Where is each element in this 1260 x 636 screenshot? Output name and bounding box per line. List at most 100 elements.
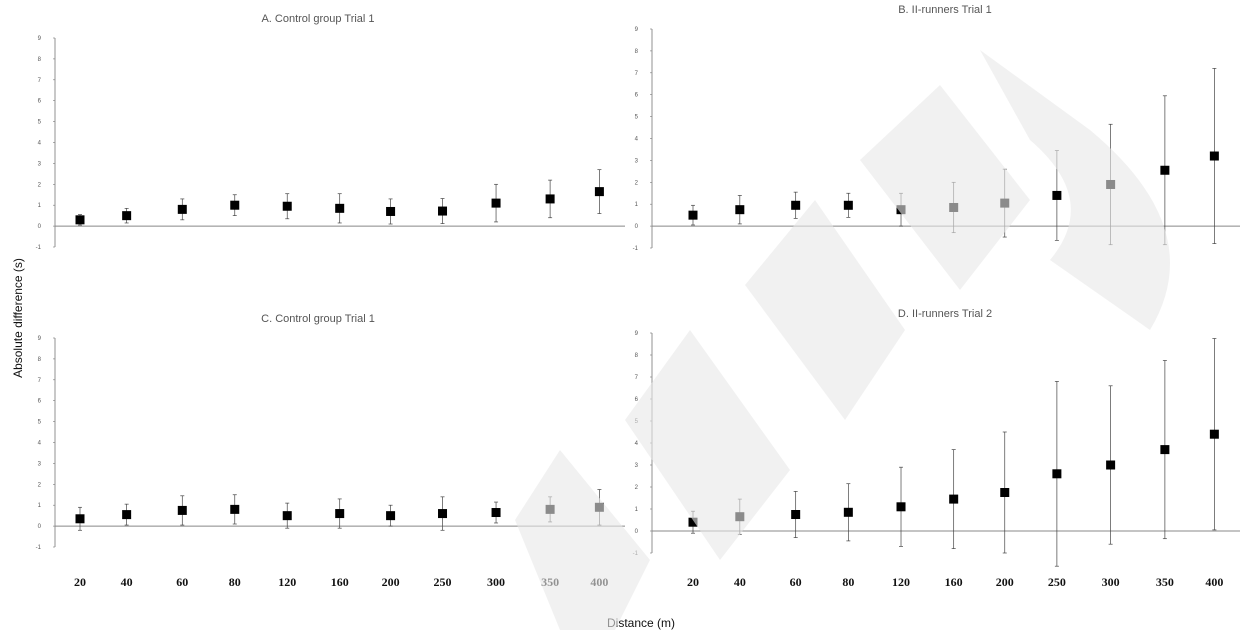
x-tick-label: 300 [487,575,505,589]
x-tick-label: 60 [176,575,188,589]
x-tick-label: 80 [842,575,854,589]
data-point-400 [1209,338,1219,531]
x-tick-label: 160 [331,575,349,589]
marker [438,509,448,519]
marker [949,202,959,212]
x-axis-label: Distance (m) [607,616,675,630]
y-tick-label: 9 [38,36,42,42]
y-tick-label: 7 [635,71,639,77]
x-tick-label: 350 [541,575,559,589]
y-tick-label: 9 [635,331,639,337]
y-tick-label: -1 [633,246,639,252]
y-tick-label: 0 [38,224,42,230]
marker [75,215,85,225]
panel-title: A. Control group Trial 1 [261,13,374,25]
panel-0: A. Control group Trial 1 -1 0 1 2 3 4 5 6 7 8 9 [36,13,625,251]
data-point-120 [282,193,292,220]
data-point-160 [335,193,345,224]
panel-title: D. II-runners Trial 2 [898,308,992,320]
data-point-40 [735,498,745,535]
data-point-400 [594,169,604,214]
data-point-350 [545,179,555,219]
marker [122,211,132,221]
marker [594,502,604,512]
data-point-300 [491,183,501,223]
data-point-60 [791,191,801,219]
x-tick-label: 350 [1156,575,1174,589]
y-tick-label: 0 [38,524,42,530]
y-tick-label: 7 [635,375,639,381]
x-tick-label: 400 [1205,575,1223,589]
y-tick-label: 8 [38,57,42,63]
data-point-300 [1106,123,1116,246]
x-tick-label: 250 [434,575,452,589]
marker [491,198,501,208]
data-point-40 [122,503,132,526]
marker [230,200,240,210]
y-tick-label: 2 [38,482,42,488]
y-tick-label: 0 [635,224,639,230]
y-tick-label: 1 [635,202,639,208]
data-point-40 [735,195,745,225]
marker [1209,151,1219,161]
marker [843,507,853,517]
marker [1160,165,1170,175]
y-tick-label: 1 [38,503,42,509]
marker [438,206,448,216]
marker [843,200,853,210]
data-point-20 [75,506,85,531]
panel-2: C. Control group Trial 1 -1 0 1 2 3 4 5 6 7 8 9 20 40… [36,313,625,589]
x-tick-label: 40 [121,575,133,589]
data-point-200 [386,198,396,225]
data-point-200 [386,504,396,527]
y-tick-label: 6 [38,399,42,405]
data-point-120 [896,466,906,547]
data-point-80 [843,483,853,542]
marker [1160,445,1170,455]
marker [335,509,345,519]
y-tick-label: 8 [635,49,639,55]
y-tick-label: 3 [38,461,42,467]
y-tick-label: 6 [635,397,639,403]
y-tick-label: 3 [38,161,42,167]
y-tick-label: 5 [635,115,639,121]
y-tick-label: 1 [635,507,639,513]
data-point-60 [177,198,187,221]
y-tick-label: 6 [635,93,639,99]
marker [177,204,187,214]
y-tick-label: -1 [633,551,639,557]
marker [791,510,801,519]
marker [949,494,959,504]
x-tick-label: 40 [734,575,746,589]
x-tick-label: 200 [382,575,400,589]
y-tick-label: 4 [635,441,639,447]
panel-title: C. Control group Trial 1 [261,313,375,325]
y-tick-label: 7 [38,378,42,384]
x-tick-label: 200 [996,575,1014,589]
y-tick-label: 4 [635,137,639,143]
data-point-250 [1052,381,1062,567]
marker [1209,429,1219,439]
x-tick-label: 20 [687,575,699,589]
data-point-250 [438,198,448,224]
data-point-60 [177,495,187,526]
data-point-120 [282,502,292,529]
y-tick-label: 2 [38,182,42,188]
marker [1000,198,1010,208]
data-point-80 [843,192,853,218]
marker [1106,179,1116,189]
y-tick-label: 1 [38,203,42,209]
marker [386,511,396,521]
marker [75,514,85,524]
y-tick-label: 3 [635,158,639,164]
data-point-40 [122,207,132,224]
marker [735,205,745,215]
x-tick-label: 160 [945,575,963,589]
marker [230,504,240,514]
marker [1052,469,1062,479]
data-point-60 [791,491,801,538]
data-point-20 [688,510,698,534]
data-point-160 [949,181,959,234]
x-tick-label: 120 [892,575,910,589]
marker [386,206,396,216]
